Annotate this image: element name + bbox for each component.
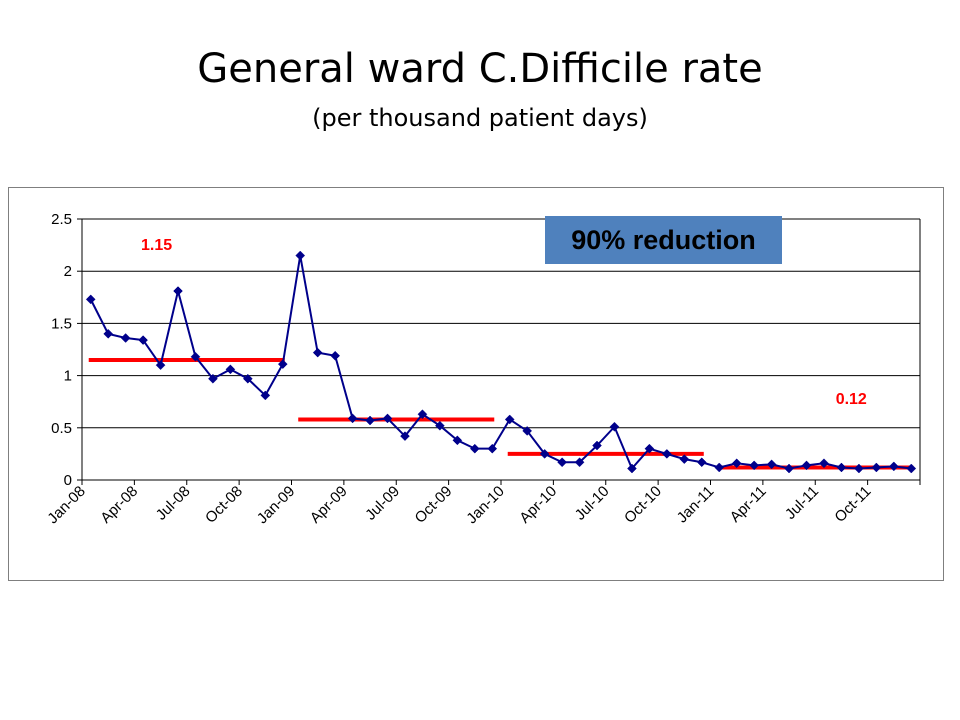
y-tick-label: 1 — [64, 368, 72, 385]
data-point — [801, 460, 812, 471]
chart-area — [8, 187, 944, 581]
data-point — [731, 458, 742, 469]
y-tick-label: 0.5 — [51, 420, 72, 437]
data-point — [347, 413, 358, 424]
x-tick-label: Oct-08 — [202, 483, 246, 527]
data-point — [888, 461, 899, 472]
data-point — [627, 463, 637, 474]
average-label: 1.15 — [141, 237, 172, 254]
data-point — [469, 443, 480, 454]
x-tick-label: Apr-08 — [97, 483, 141, 527]
data-point — [871, 462, 882, 473]
x-tick-label: Apr-09 — [307, 483, 351, 527]
data-point — [592, 440, 602, 451]
data-point — [679, 454, 690, 464]
x-tick-label: Jul-10 — [572, 483, 613, 524]
data-point — [854, 463, 864, 474]
data-point — [784, 463, 794, 474]
average-label: 0.12 — [836, 391, 867, 408]
data-point — [487, 443, 498, 454]
data-point — [906, 463, 917, 474]
y-tick-label: 0 — [64, 472, 72, 489]
data-point — [190, 351, 201, 362]
data-point — [696, 457, 707, 468]
data-point — [452, 435, 463, 446]
data-point — [749, 460, 759, 471]
data-point — [208, 373, 218, 384]
data-point — [417, 409, 428, 420]
series-line — [89, 255, 912, 471]
x-tick-label: Jul-08 — [153, 483, 194, 524]
data-point — [819, 458, 829, 469]
data-point — [539, 449, 550, 459]
data-point — [312, 347, 323, 358]
x-tick-label: Jul-11 — [782, 483, 822, 523]
data-point — [173, 286, 183, 296]
y-tick-label: 1.5 — [51, 315, 72, 332]
data-point — [85, 294, 96, 305]
data-point — [609, 421, 620, 432]
x-tick-label: Jan-08 — [44, 483, 88, 527]
y-tick-label: 2 — [64, 263, 72, 280]
data-point — [103, 328, 114, 339]
data-point — [435, 420, 445, 431]
data-point — [277, 359, 288, 369]
x-tick-label: Jan-10 — [463, 483, 507, 527]
data-point — [120, 333, 131, 343]
data-point — [836, 462, 847, 473]
data-point — [644, 443, 655, 454]
x-tick-label: Oct-10 — [621, 483, 665, 527]
data-point — [138, 335, 148, 345]
data-point — [330, 350, 340, 361]
x-tick-label: Oct-09 — [412, 483, 456, 527]
data-point — [295, 250, 306, 261]
data-point — [400, 431, 410, 442]
x-tick-label: Jan-09 — [254, 483, 298, 527]
x-tick-label: Apr-11 — [727, 483, 770, 526]
data-point — [382, 413, 393, 424]
x-tick-label: Jan-11 — [674, 483, 718, 527]
x-tick-label: Jul-09 — [362, 483, 403, 524]
slide-subtitle: (per thousand patient days) — [312, 104, 648, 132]
data-point — [243, 373, 253, 384]
data-point — [155, 360, 166, 371]
x-tick-label: Apr-10 — [516, 483, 560, 527]
data-point — [574, 457, 585, 468]
reduction-callout: 90% reduction — [545, 216, 782, 264]
y-tick-label: 2.5 — [51, 211, 72, 228]
x-tick-label: Oct-11 — [831, 483, 874, 526]
data-point — [766, 459, 777, 470]
data-point — [522, 426, 533, 436]
data-point — [557, 457, 567, 468]
data-point — [504, 414, 515, 425]
data-point — [662, 449, 672, 459]
data-point — [225, 364, 236, 375]
slide-title: General ward C.Difficile rate — [197, 46, 763, 92]
data-point — [365, 415, 375, 426]
data-point — [260, 390, 271, 401]
data-point — [714, 462, 725, 473]
